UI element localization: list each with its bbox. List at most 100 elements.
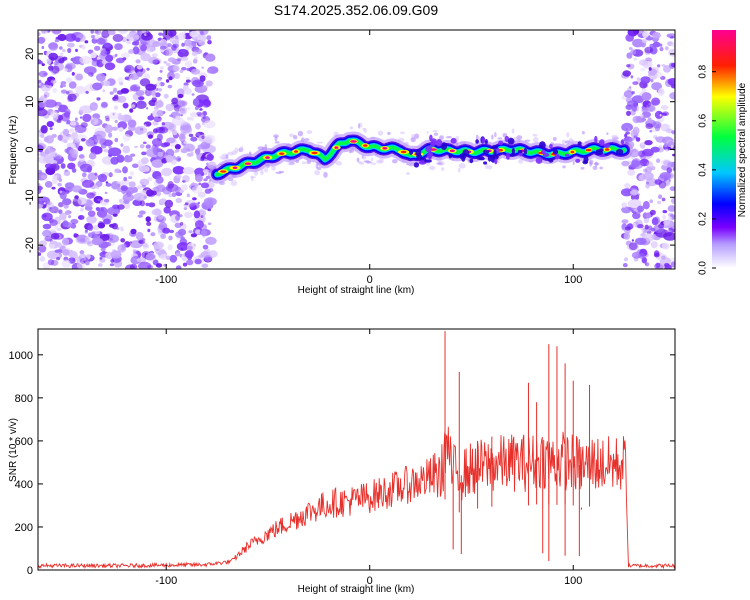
noise-speck: [105, 183, 112, 187]
noise-speck: [621, 160, 630, 167]
y-tick-label: 0: [24, 146, 36, 152]
halo-speck: [230, 180, 238, 186]
noise-speck: [627, 199, 642, 209]
noise-speck: [72, 198, 78, 202]
ridge-blob: [615, 148, 624, 156]
noise-speck: [110, 250, 122, 259]
noise-speck: [49, 244, 55, 249]
y-tick-label: 20: [24, 48, 36, 60]
noise-speck: [182, 262, 188, 267]
noise-speck: [91, 237, 104, 246]
noise-speck: [663, 220, 671, 226]
noise-speck: [171, 129, 178, 136]
noise-speck: [640, 142, 645, 146]
ridge-peak: [294, 150, 298, 153]
noise-speck: [96, 97, 101, 101]
halo-speck: [441, 167, 445, 171]
halo-speck: [406, 172, 410, 175]
noise-speck: [58, 202, 64, 208]
noise-speck: [667, 216, 673, 222]
noise-speck: [136, 65, 143, 70]
noise-speck: [179, 189, 184, 194]
noise-speck: [667, 161, 675, 168]
noise-speck: [163, 206, 171, 214]
halo-speck: [562, 165, 566, 169]
noise-speck: [126, 40, 132, 45]
noise-speck: [195, 81, 199, 84]
noise-speck: [44, 235, 52, 242]
noise-speck: [49, 219, 58, 226]
noise-speck: [650, 146, 660, 153]
noise-speck: [91, 34, 95, 39]
ridge-blob: [575, 158, 581, 163]
halo-speck: [400, 131, 405, 134]
noise-speck: [116, 95, 127, 103]
noise-speck: [622, 263, 628, 268]
noise-speck: [44, 181, 53, 188]
noise-speck: [161, 167, 173, 177]
halo-speck: [363, 160, 370, 163]
halo-speck: [564, 140, 570, 144]
noise-speck: [38, 59, 42, 65]
noise-speck: [163, 142, 170, 147]
noise-speck: [182, 257, 187, 261]
noise-speck: [667, 205, 675, 212]
noise-speck: [66, 77, 73, 83]
y-tick-label: 10: [24, 96, 36, 108]
noise-speck: [175, 197, 183, 204]
noise-speck: [626, 110, 631, 116]
noise-speck: [67, 162, 76, 170]
noise-speck: [644, 262, 650, 267]
x-tick-label: 0: [367, 274, 373, 286]
noise-speck: [85, 90, 89, 94]
noise-speck: [95, 180, 103, 187]
noise-speck: [69, 128, 75, 133]
noise-speck: [151, 97, 157, 103]
noise-speck: [194, 174, 203, 182]
ridge-blob: [505, 152, 510, 160]
ridge-blob: [462, 149, 470, 157]
noise-speck: [101, 30, 110, 38]
ridge-blob: [599, 139, 605, 147]
noise-speck: [94, 30, 99, 34]
noise-speck: [114, 137, 119, 143]
noise-speck: [39, 256, 46, 262]
noise-speck: [629, 137, 635, 142]
ridge-blob: [409, 149, 414, 155]
noise-speck: [38, 169, 42, 174]
noise-speck: [81, 45, 86, 50]
noise-speck: [192, 98, 200, 107]
noise-speck: [180, 148, 188, 154]
noise-speck: [62, 249, 70, 256]
snr-y-label: SNR (10 * v/v): [8, 418, 19, 482]
noise-speck: [57, 134, 63, 141]
ridge-peak: [499, 148, 503, 152]
halo-speck: [287, 163, 294, 166]
noise-speck: [90, 74, 93, 78]
noise-speck: [194, 258, 202, 265]
noise-speck: [633, 57, 637, 61]
noise-speck: [165, 103, 175, 112]
noise-speck: [42, 229, 52, 237]
ridge-blob: [426, 152, 433, 159]
noise-speck: [645, 183, 650, 189]
noise-speck: [173, 72, 180, 79]
noise-speck: [191, 51, 198, 56]
halo-speck: [349, 126, 354, 130]
noise-speck: [115, 57, 125, 64]
noise-speck: [669, 186, 675, 192]
noise-speck: [203, 178, 208, 182]
noise-speck: [626, 52, 633, 59]
noise-speck: [75, 85, 87, 94]
ridge-blob: [484, 139, 488, 145]
ridge-blob: [431, 138, 437, 146]
noise-speck: [126, 32, 140, 42]
noise-speck: [63, 111, 71, 118]
noise-speck: [186, 259, 194, 266]
noise-speck: [60, 163, 66, 169]
halo-speck: [439, 135, 444, 140]
noise-speck: [128, 176, 133, 180]
noise-speck: [188, 202, 200, 210]
noise-speck: [655, 71, 663, 78]
noise-speck: [171, 116, 184, 126]
